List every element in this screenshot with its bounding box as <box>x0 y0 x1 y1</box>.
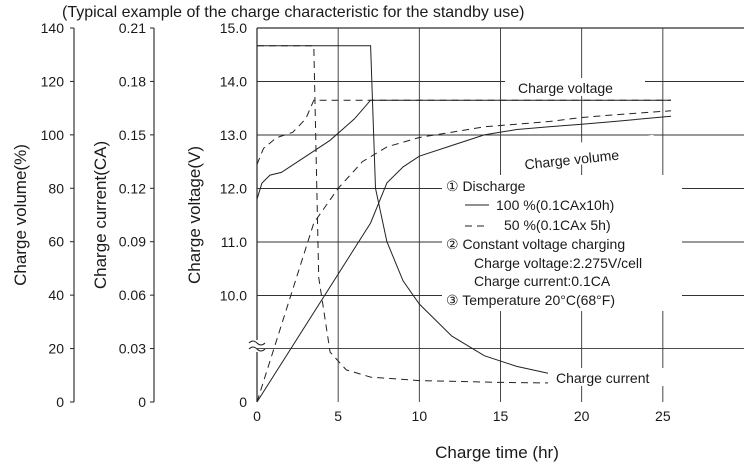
legend-background <box>442 175 682 311</box>
volume-solid-series-line <box>256 115 672 403</box>
x-tick-label: 10 <box>412 408 428 424</box>
legend-temp: ③ Temperature 20°C(68°F) <box>446 292 615 308</box>
voltage-axis-title: Charge voltage(V) <box>185 146 204 284</box>
current-axis-title: Charge current(CA) <box>91 141 110 289</box>
current-tick-label: 0.03 <box>119 341 146 357</box>
charge-voltage-label: Charge voltage <box>518 80 613 96</box>
charge-current-label-bg <box>548 368 678 386</box>
voltage-tick-label: 13.0 <box>220 127 247 143</box>
charge-voltage-axis: 0 10.0 11.0 12.0 13.0 14.0 15.0 <box>220 20 247 410</box>
voltage-tick-label: 15.0 <box>220 20 247 36</box>
current-tick-label: 0.18 <box>119 73 146 89</box>
charge-volume-label-bg <box>516 134 656 172</box>
legend-100: 100 %(0.1CAx10h) <box>496 197 614 213</box>
current-tick-label: 0.21 <box>119 20 146 36</box>
current-tick-label: 0.12 <box>119 180 146 196</box>
charge-time-axis: 0 5 10 15 20 25 <box>253 408 671 424</box>
volume-tick-label: 60 <box>48 234 64 250</box>
x-tick-label: 20 <box>574 408 590 424</box>
volume-tick-label: 40 <box>48 287 64 303</box>
current-dashed-series-line <box>257 45 672 385</box>
voltage-tick-label: 12.0 <box>220 181 247 197</box>
legend-cv: Charge voltage:2.275V/cell <box>474 255 642 271</box>
volume-tick-label: 0 <box>56 394 64 410</box>
current-tick-label: 0 <box>138 394 146 410</box>
charge-current-label: Charge current <box>556 370 649 386</box>
current-tick-label: 0.06 <box>119 287 146 303</box>
volume-dashed-series-line <box>256 110 672 403</box>
charge-current-axis: 0 0.03 0.06 0.09 0.12 0.15 0.18 0.21 <box>119 20 155 410</box>
volume-tick-label: 20 <box>48 341 64 357</box>
voltage-tick-label: 0 <box>239 394 247 410</box>
x-tick-label: 5 <box>334 408 342 424</box>
x-tick-label: 0 <box>253 408 261 424</box>
legend-50: 50 %(0.1CAx 5h) <box>504 217 611 233</box>
axis-break-mark <box>248 340 266 352</box>
x-tick-label: 25 <box>655 408 671 424</box>
legend-discharge: ① Discharge <box>446 178 526 194</box>
volume-tick-label: 80 <box>48 180 64 196</box>
x-tick-label: 15 <box>493 408 509 424</box>
chart-title: (Typical example of the charge character… <box>62 4 524 21</box>
voltage-solid-series-line <box>256 99 671 200</box>
current-tick-label: 0.15 <box>119 127 146 143</box>
voltage-tick-label: 11.0 <box>221 234 247 250</box>
legend-cvc: ② Constant voltage charging <box>446 236 625 252</box>
legend: ① Discharge 100 %(0.1CAx10h) 50 %(0.1CAx… <box>442 175 682 311</box>
voltage-dashed-series-line <box>256 99 671 165</box>
volume-tick-label: 140 <box>41 20 65 36</box>
volume-axis-title: Charge volume(%) <box>11 144 30 286</box>
current-tick-label: 0.09 <box>119 234 146 250</box>
charge-voltage-label-bg <box>505 78 645 96</box>
voltage-tick-label: 10.0 <box>220 288 247 304</box>
legend-cc: Charge current:0.1CA <box>474 273 611 289</box>
charge-volume-axis: 0 20 40 60 80 100 120 140 <box>41 20 75 410</box>
voltage-tick-label: 14.0 <box>220 74 247 90</box>
volume-tick-label: 100 <box>41 127 65 143</box>
x-axis-title: Charge time (hr) <box>435 443 559 462</box>
curve-labels: Charge voltage Charge volume Charge curr… <box>505 78 678 386</box>
volume-tick-label: 120 <box>41 73 65 89</box>
